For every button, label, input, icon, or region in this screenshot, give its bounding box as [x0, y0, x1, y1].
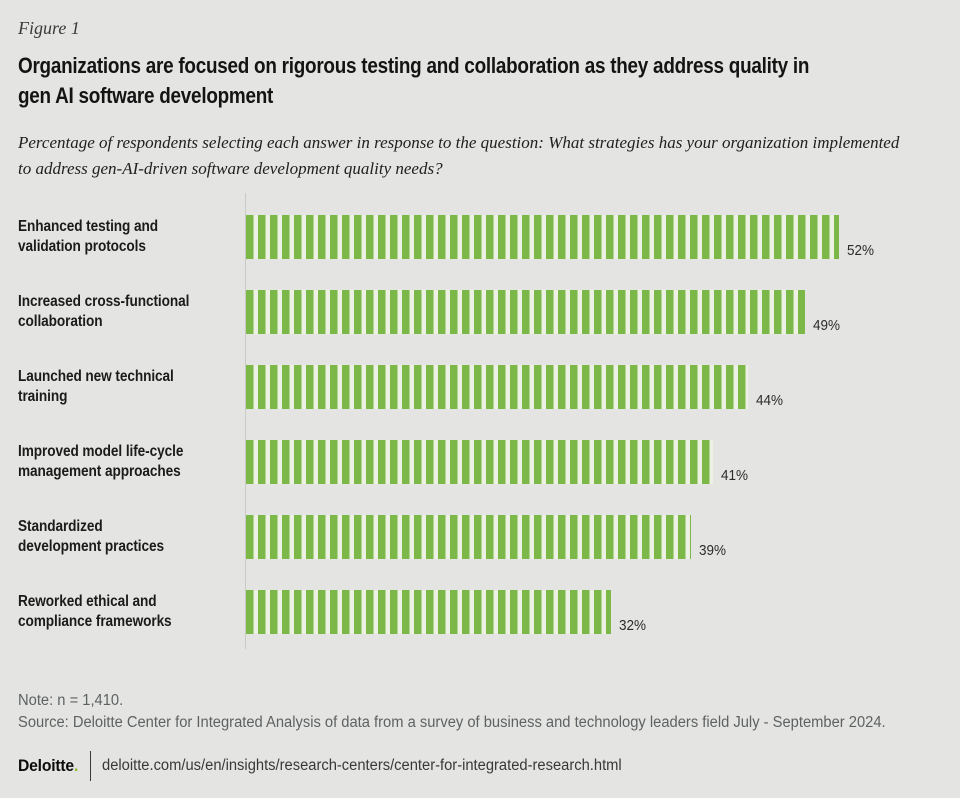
bar-track: 32%: [245, 589, 942, 634]
logo-divider: [90, 751, 92, 781]
deloitte-logo: Deloitte.: [18, 757, 78, 776]
value-label: 39%: [699, 541, 727, 559]
chart-row: Enhanced testing and validation protocol…: [18, 199, 942, 274]
y-axis-line: [245, 193, 246, 649]
category-label: Reworked ethical and compliance framewor…: [18, 592, 172, 630]
bar-track: 49%: [245, 289, 942, 334]
bar: [246, 364, 748, 409]
category-label: Increased cross-functional collaboration: [18, 292, 190, 330]
bar-track: 52%: [245, 214, 942, 259]
figure-footer: Note: n = 1,410. Source: Deloitte Center…: [18, 690, 942, 733]
bar: [246, 289, 805, 334]
category-label: Standardized development practices: [18, 517, 164, 555]
figure-title-line-2: gen AI software development: [18, 83, 274, 108]
figure-label: Figure 1: [18, 18, 80, 38]
figure-title: Organizations are focused on rigorous te…: [18, 51, 942, 111]
source-text: Source: Deloitte Center for Integrated A…: [18, 713, 886, 731]
note-text: Note: n = 1,410.: [18, 692, 124, 709]
category-label: Improved model life-cycle management app…: [18, 442, 184, 480]
bar: [246, 589, 611, 634]
bar: [246, 514, 691, 559]
value-label: 52%: [847, 241, 875, 259]
figure-subtitle: Percentage of respondents selecting each…: [18, 133, 900, 178]
bar: [246, 439, 713, 484]
value-label: 41%: [721, 466, 749, 484]
chart-row: Increased cross-functional collaboration…: [18, 274, 942, 349]
bar-track: 39%: [245, 514, 942, 559]
logo-wordmark: Deloitte: [18, 756, 74, 775]
chart-row: Standardized development practices 39%: [18, 499, 942, 574]
value-label: 49%: [813, 316, 841, 334]
value-label: 32%: [619, 616, 647, 634]
footer-url: deloitte.com/us/en/insights/research-cen…: [102, 757, 623, 774]
chart-row: Launched new technical training 44%: [18, 349, 942, 424]
bar-chart: Enhanced testing and validation protocol…: [18, 193, 942, 649]
chart-row: Reworked ethical and compliance framewor…: [18, 574, 942, 649]
logo-period: .: [73, 756, 79, 775]
figure-title-line-1: Organizations are focused on rigorous te…: [18, 53, 810, 78]
brand-row: Deloitte. deloitte.com/us/en/insights/re…: [18, 750, 942, 782]
bar-track: 44%: [245, 364, 942, 409]
bar: [246, 214, 839, 259]
chart-row: Improved model life-cycle management app…: [18, 424, 942, 499]
figure-page: Figure 1 Organizations are focused on ri…: [18, 18, 942, 782]
value-label: 44%: [756, 391, 784, 409]
category-label: Enhanced testing and validation protocol…: [18, 217, 158, 255]
bar-track: 41%: [245, 439, 942, 484]
category-label: Launched new technical training: [18, 367, 174, 405]
